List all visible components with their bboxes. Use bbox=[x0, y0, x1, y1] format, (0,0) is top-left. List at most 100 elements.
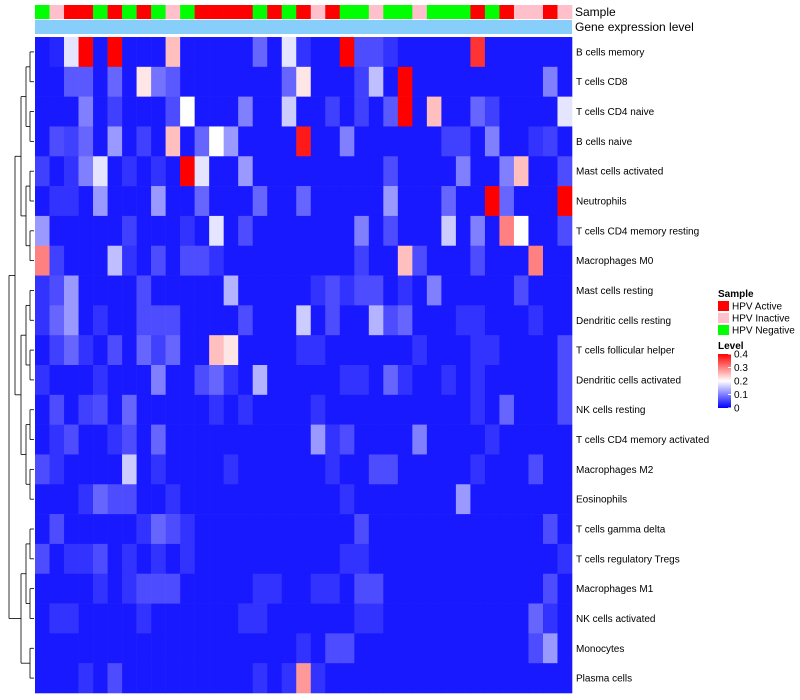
row-label: Eosinophils bbox=[576, 495, 627, 506]
heatmap-cell bbox=[281, 186, 297, 217]
heatmap-cell bbox=[441, 484, 457, 515]
heatmap-cell bbox=[78, 514, 94, 545]
heatmap-cell bbox=[383, 394, 399, 425]
heatmap-cell bbox=[528, 633, 544, 664]
heatmap-cell bbox=[542, 186, 558, 217]
sample-annotation-cell bbox=[339, 5, 355, 19]
heatmap-cell bbox=[209, 335, 224, 366]
heatmap-cell bbox=[64, 245, 79, 276]
heatmap-cell bbox=[122, 96, 137, 127]
heatmap-cell bbox=[35, 305, 50, 336]
heatmap-cell bbox=[339, 663, 355, 694]
heatmap-cell bbox=[383, 126, 399, 157]
heatmap-cell bbox=[528, 573, 544, 604]
heatmap-cell bbox=[122, 335, 137, 366]
heatmap-cell bbox=[238, 96, 254, 127]
heatmap-cell bbox=[455, 633, 471, 664]
sample-annotation-cell bbox=[441, 5, 457, 19]
heatmap-cell bbox=[513, 603, 529, 634]
heatmap-cell bbox=[238, 126, 254, 157]
heatmap-cell bbox=[470, 573, 486, 604]
heatmap-cell bbox=[165, 275, 181, 306]
heatmap-cell bbox=[528, 156, 544, 187]
heatmap-cell bbox=[64, 96, 79, 127]
heatmap-cell bbox=[296, 245, 312, 276]
heatmap-cell bbox=[267, 365, 283, 396]
heatmap-cell bbox=[513, 245, 529, 276]
heatmap-cell bbox=[499, 394, 515, 425]
heatmap-cell bbox=[383, 37, 399, 68]
heatmap-cell bbox=[296, 603, 312, 634]
heatmap-cell bbox=[93, 424, 108, 455]
heatmap-cell bbox=[542, 335, 558, 366]
heatmap-cell bbox=[267, 156, 283, 187]
heatmap-cell bbox=[223, 37, 239, 68]
heatmap-cell bbox=[339, 365, 355, 396]
heatmap-cell bbox=[339, 275, 355, 306]
heatmap-cell bbox=[165, 543, 181, 575]
heatmap-cell bbox=[136, 573, 152, 604]
heatmap-cell bbox=[267, 603, 283, 634]
heatmap-cell bbox=[180, 514, 195, 545]
heatmap-cell bbox=[455, 96, 471, 127]
heatmap-cell bbox=[252, 394, 268, 425]
heatmap-cell bbox=[513, 573, 529, 604]
heatmap-cell bbox=[412, 215, 428, 247]
heatmap-cell bbox=[64, 126, 79, 157]
heatmap-cell bbox=[136, 66, 152, 97]
heatmap-cell bbox=[151, 37, 166, 68]
heatmap-cell bbox=[35, 454, 50, 485]
heatmap-cell bbox=[412, 365, 428, 396]
heatmap-cell bbox=[136, 126, 152, 157]
heatmap-cell bbox=[383, 215, 399, 247]
heatmap-cell bbox=[339, 156, 355, 187]
heatmap-cell bbox=[49, 275, 65, 306]
heatmap-cell bbox=[194, 66, 210, 97]
heatmap-cell bbox=[528, 215, 544, 247]
heatmap-cell bbox=[194, 663, 210, 694]
heatmap-cell bbox=[484, 275, 500, 306]
annotation-label-gene-expression: Gene expression level bbox=[575, 20, 694, 34]
heatmap-cell bbox=[281, 126, 297, 157]
legend-sample-title: Sample bbox=[718, 289, 754, 300]
row-label: T cells CD4 memory resting bbox=[576, 226, 699, 237]
heatmap-cell bbox=[368, 96, 384, 127]
heatmap-cell bbox=[383, 186, 399, 217]
heatmap-cell bbox=[513, 424, 529, 455]
heatmap-cell bbox=[165, 335, 181, 366]
heatmap-cell bbox=[165, 126, 181, 157]
heatmap-cell bbox=[252, 663, 268, 694]
heatmap-cell bbox=[49, 543, 65, 575]
heatmap-cell bbox=[78, 663, 94, 694]
heatmap-cell bbox=[426, 305, 442, 336]
heatmap-cell bbox=[35, 424, 50, 455]
heatmap-cell bbox=[397, 365, 413, 396]
heatmap-cell bbox=[180, 275, 195, 306]
heatmap-cell bbox=[281, 156, 297, 187]
heatmap-cell bbox=[513, 663, 529, 694]
heatmap-cell bbox=[426, 543, 442, 575]
heatmap-cell bbox=[223, 335, 239, 366]
heatmap-cell bbox=[383, 66, 399, 97]
heatmap-cell bbox=[296, 96, 312, 127]
sample-annotation-cell bbox=[223, 5, 239, 19]
heatmap-cell bbox=[223, 484, 239, 515]
heatmap-cell bbox=[426, 394, 442, 425]
heatmap-cell bbox=[484, 96, 500, 127]
heatmap-cell bbox=[557, 603, 573, 634]
heatmap-cell bbox=[238, 335, 254, 366]
heatmap-cell bbox=[151, 484, 166, 515]
row-label: NK cells resting bbox=[576, 405, 645, 416]
heatmap-cell bbox=[107, 305, 123, 336]
heatmap-cell bbox=[107, 514, 123, 545]
heatmap-cell bbox=[426, 663, 442, 694]
heatmap-cell bbox=[223, 156, 239, 187]
heatmap-cell bbox=[426, 365, 442, 396]
heatmap-cell bbox=[49, 633, 65, 664]
heatmap-cell bbox=[136, 335, 152, 366]
heatmap-cell bbox=[339, 126, 355, 157]
heatmap-cell bbox=[441, 424, 457, 455]
heatmap-cell bbox=[557, 156, 573, 187]
heatmap-cell bbox=[64, 573, 79, 604]
